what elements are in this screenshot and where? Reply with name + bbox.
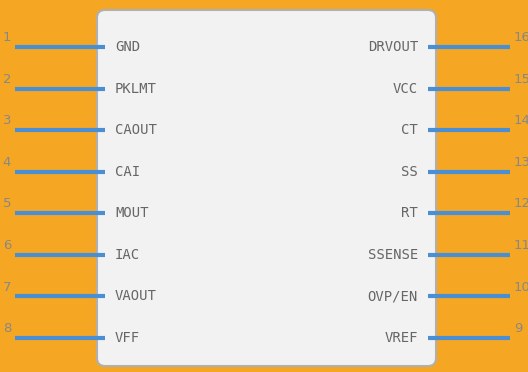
Text: 11: 11 bbox=[514, 239, 528, 252]
Text: CT: CT bbox=[401, 123, 418, 137]
Text: 15: 15 bbox=[514, 73, 528, 86]
Text: 8: 8 bbox=[3, 322, 11, 335]
Text: 2: 2 bbox=[3, 73, 11, 86]
Text: PKLMT: PKLMT bbox=[115, 81, 157, 96]
Text: 5: 5 bbox=[3, 198, 11, 211]
Text: RT: RT bbox=[401, 206, 418, 220]
Text: SSENSE: SSENSE bbox=[367, 248, 418, 262]
Text: 4: 4 bbox=[3, 156, 11, 169]
Text: VREF: VREF bbox=[384, 331, 418, 345]
Text: 3: 3 bbox=[3, 114, 11, 127]
Text: GND: GND bbox=[115, 40, 140, 54]
FancyBboxPatch shape bbox=[97, 10, 436, 366]
Text: 16: 16 bbox=[514, 31, 528, 44]
Text: 10: 10 bbox=[514, 280, 528, 294]
Text: IAC: IAC bbox=[115, 248, 140, 262]
Text: MOUT: MOUT bbox=[115, 206, 148, 220]
Text: SS: SS bbox=[401, 165, 418, 179]
Text: 13: 13 bbox=[514, 156, 528, 169]
Text: VCC: VCC bbox=[393, 81, 418, 96]
Text: 1: 1 bbox=[3, 31, 11, 44]
Text: 6: 6 bbox=[3, 239, 11, 252]
Text: 14: 14 bbox=[514, 114, 528, 127]
Text: 7: 7 bbox=[3, 280, 11, 294]
Text: 9: 9 bbox=[514, 322, 522, 335]
Text: VFF: VFF bbox=[115, 331, 140, 345]
Text: CAI: CAI bbox=[115, 165, 140, 179]
Text: OVP/EN: OVP/EN bbox=[367, 289, 418, 304]
Text: DRVOUT: DRVOUT bbox=[367, 40, 418, 54]
Text: CAOUT: CAOUT bbox=[115, 123, 157, 137]
Text: 12: 12 bbox=[514, 198, 528, 211]
Text: VAOUT: VAOUT bbox=[115, 289, 157, 304]
